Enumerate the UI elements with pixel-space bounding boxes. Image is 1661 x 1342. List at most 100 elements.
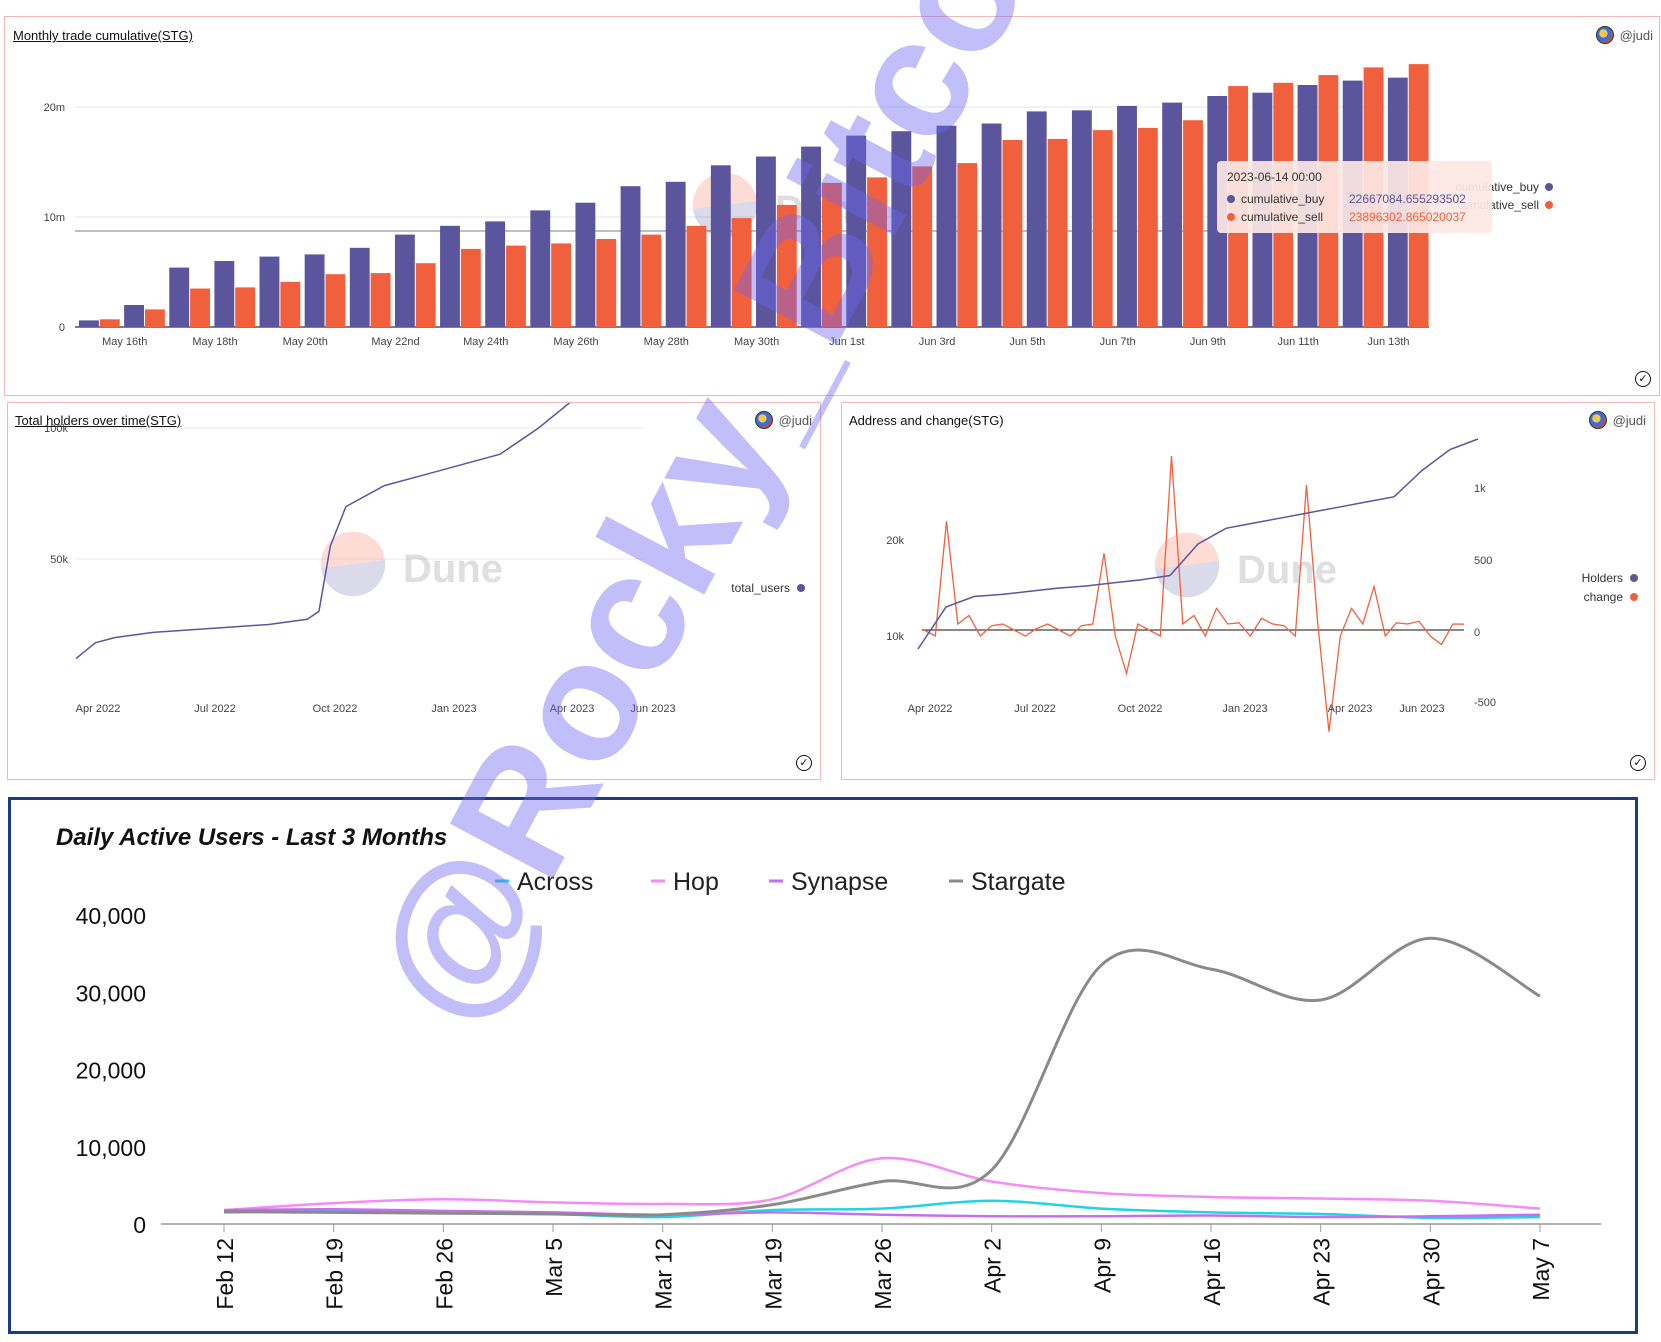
dune-logo: Dune (320, 531, 503, 597)
legend-label: Synapse (791, 868, 888, 896)
x-tick-label: Jun 7th (1100, 336, 1136, 348)
y-tick-label-right: 0 (1474, 627, 1480, 639)
bar-cumulative-sell (190, 288, 210, 327)
bar-cumulative-sell (821, 182, 842, 327)
line-total-users (75, 403, 571, 660)
legend-dot (1630, 574, 1638, 582)
x-tick-label: Jul 2022 (194, 703, 236, 715)
bar-cumulative-sell (1183, 120, 1203, 327)
bar-cumulative-sell (867, 177, 887, 327)
x-tick-label: May 22nd (371, 336, 419, 348)
x-tick-label: Jul 2022 (1014, 703, 1056, 715)
y-tick-label-right: -500 (1474, 697, 1496, 709)
bar-cumulative-sell (325, 274, 346, 327)
bar-cumulative-sell (415, 263, 436, 327)
y-tick-label: 10m (44, 212, 65, 224)
trade-title[interactable]: Monthly trade cumulative(STG) (13, 28, 193, 43)
bar-cumulative-sell (1047, 138, 1068, 327)
bar-cumulative-sell (912, 166, 933, 327)
bar-cumulative-sell (551, 243, 572, 327)
bar-cumulative-buy (846, 135, 867, 327)
y-tick-label: 0 (133, 1212, 146, 1238)
x-tick-label: May 16th (102, 336, 147, 348)
bar-cumulative-buy (79, 320, 99, 327)
bar-cumulative-buy (891, 131, 912, 327)
legend-label: Across (517, 868, 593, 896)
x-tick-label: Apr 23 (1309, 1238, 1335, 1306)
legend-label: Hop (673, 868, 719, 896)
bar-cumulative-sell (1137, 127, 1158, 328)
bar-cumulative-buy (1117, 105, 1137, 328)
address-author[interactable]: @judi (1588, 411, 1646, 429)
trade-author[interactable]: @judi (1595, 26, 1653, 44)
bar-cumulative-buy (801, 146, 821, 327)
bar-cumulative-sell (596, 239, 617, 327)
check-icon[interactable]: ✓ (796, 755, 812, 771)
x-tick-label: May 7 (1528, 1238, 1554, 1301)
tooltip-sell-label: cumulative_sell (1241, 210, 1324, 224)
x-tick-label: Apr 9 (1089, 1238, 1115, 1293)
x-tick-label: Feb 26 (431, 1238, 457, 1310)
bar-cumulative-buy (575, 202, 596, 327)
bar-cumulative-buy (756, 156, 776, 327)
bar-cumulative-buy (394, 234, 415, 327)
bar-cumulative-buy (1071, 110, 1092, 327)
dau-panel: Daily Active Users - Last 3 Months Across… (8, 797, 1638, 1334)
x-tick-label: Jun 3rd (919, 336, 956, 348)
legend-dot (797, 584, 805, 592)
bar-cumulative-buy (981, 123, 1002, 327)
x-tick-label: May 26th (553, 336, 598, 348)
trade-panel: Monthly trade cumulative(STG) @judi 0 10m… (4, 16, 1660, 396)
y-tick-label-right: 1k (1474, 483, 1486, 495)
x-tick-label: Oct 2022 (313, 703, 358, 715)
legend-dot (1545, 183, 1553, 191)
bar-cumulative-buy (620, 186, 641, 327)
legend-label: change (1584, 590, 1624, 604)
x-tick-label: Jun 2023 (630, 703, 675, 715)
dune-logo-bottom (1155, 561, 1220, 598)
bar-cumulative-sell (99, 319, 120, 327)
tooltip-date: 2023-06-14 00:00 (1227, 170, 1322, 184)
y-tick-label-right: 500 (1474, 555, 1492, 567)
bar-cumulative-sell (235, 287, 256, 327)
bar-cumulative-buy (214, 261, 235, 327)
check-icon[interactable]: ✓ (1630, 755, 1646, 771)
dune-logo-top (320, 531, 385, 568)
address-title[interactable]: Address and change(STG) (849, 413, 1004, 428)
bar-cumulative-buy (530, 210, 551, 327)
holders-panel: Total holders over time(STG) @judi 100k 5… (7, 402, 821, 780)
bar-cumulative-buy (169, 267, 190, 327)
y-tick-label: 10k (886, 631, 904, 643)
bar-cumulative-sell (144, 309, 165, 327)
x-tick-label: May 20th (283, 336, 328, 348)
x-tick-label: Apr 2022 (908, 703, 953, 715)
bar-cumulative-buy (665, 181, 686, 327)
x-tick-label: Apr 16 (1199, 1238, 1225, 1306)
bar-cumulative-sell (506, 245, 526, 327)
bar-cumulative-sell (1002, 140, 1023, 327)
x-tick-label: Jun 1st (829, 336, 864, 348)
holders-title[interactable]: Total holders over time(STG) (15, 413, 182, 428)
dune-label: Dune (1237, 548, 1337, 592)
legend-label: Holders (1582, 571, 1623, 585)
y-tick-label: 20k (886, 535, 904, 547)
x-tick-label: Apr 2023 (550, 703, 595, 715)
bar-cumulative-buy (1026, 111, 1047, 328)
bar-cumulative-buy (710, 165, 731, 327)
legend-label: Stargate (971, 868, 1066, 896)
check-icon[interactable]: ✓ (1635, 371, 1651, 387)
x-tick-label: Oct 2022 (1118, 703, 1163, 715)
bar-cumulative-sell (460, 248, 481, 327)
bar-cumulative-buy (485, 221, 506, 327)
bar-cumulative-sell (370, 273, 391, 327)
holders-author[interactable]: @judi (754, 411, 812, 429)
bar-cumulative-buy (936, 125, 957, 327)
legend-dot (1545, 201, 1553, 209)
y-tick-label: 100k (44, 423, 68, 435)
x-tick-label: Mar 5 (541, 1238, 567, 1297)
x-tick-label: Jun 11th (1277, 336, 1318, 348)
x-tick-label: Jun 9th (1190, 336, 1226, 348)
legend-dot (1630, 593, 1638, 601)
y-tick-label: 10,000 (76, 1135, 146, 1161)
tooltip-sell-dot (1227, 213, 1235, 221)
